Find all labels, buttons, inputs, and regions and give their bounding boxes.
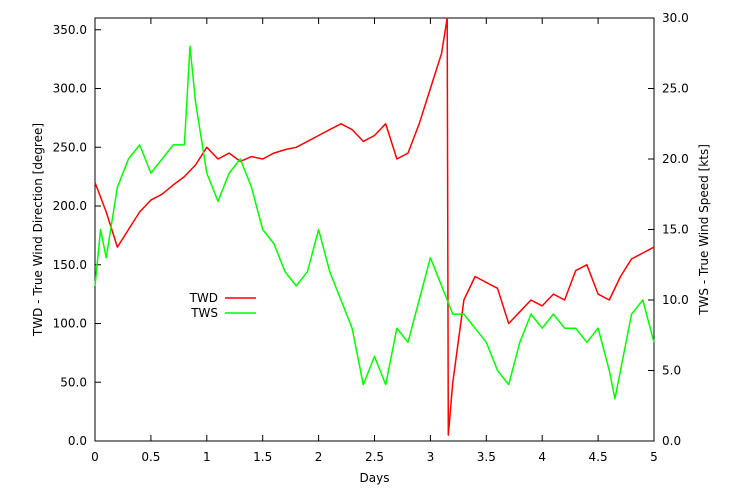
y-right-tick-label: 30.0 — [662, 11, 689, 25]
y-left-tick-label: 50.0 — [60, 375, 87, 389]
y-axis-right-label: TWS - True Wind Speed [kts] — [697, 144, 711, 316]
y-right-tick-label: 20.0 — [662, 152, 689, 166]
x-tick-label: 3 — [427, 450, 435, 464]
series-layer — [94, 17, 655, 436]
y-right-tick-label: 10.0 — [662, 293, 689, 307]
y-right-tick-label: 5.0 — [662, 364, 681, 378]
x-tick-label: 3.5 — [477, 450, 496, 464]
y-right-tick-label: 0.0 — [662, 434, 681, 448]
y-left-tick-label: 350.0 — [53, 23, 87, 37]
y-left-tick-label: 250.0 — [53, 140, 87, 154]
x-tick-label: 2.5 — [365, 450, 384, 464]
plot-frame — [94, 17, 655, 442]
plot-area — [94, 17, 655, 442]
y-left-tick-label: 300.0 — [53, 82, 87, 96]
legend-label-tws: TWS — [190, 306, 218, 320]
x-tick-label: 0.5 — [141, 450, 160, 464]
y-right-tick-label: 15.0 — [662, 223, 689, 237]
y-axis-right: 0.0 5.0 10.0 15.0 20.0 25.0 30.0 — [648, 11, 689, 448]
x-tick-label: 1.5 — [253, 450, 272, 464]
x-tick-label: 4 — [538, 450, 546, 464]
x-tick-label: 1 — [203, 450, 211, 464]
x-axis-label: Days — [360, 471, 390, 485]
y-left-tick-label: 200.0 — [53, 199, 87, 213]
series-line-twd — [94, 17, 655, 436]
y-left-tick-label: 100.0 — [53, 317, 87, 331]
x-tick-label: 2 — [315, 450, 323, 464]
y-right-tick-label: 25.0 — [662, 82, 689, 96]
y-axis-left: 0.0 50.0 100.0 150.0 200.0 250.0 300.0 350.0 — [53, 23, 101, 448]
x-axis: 0 0.5 1 1.5 2 2.5 3 3.5 4 4.5 5 — [91, 18, 658, 464]
legend-label-twd: TWD — [189, 291, 218, 305]
y-left-tick-label: 150.0 — [53, 258, 87, 272]
series-line-tws — [94, 45, 655, 400]
x-tick-label: 0 — [91, 450, 99, 464]
y-axis-left-label: TWD - True Wind Direction [degree] — [31, 123, 45, 337]
legend: TWD TWS — [189, 291, 256, 320]
x-tick-label: 5 — [650, 450, 658, 464]
x-tick-label: 4.5 — [589, 450, 608, 464]
y-left-tick-label: 0.0 — [68, 434, 87, 448]
